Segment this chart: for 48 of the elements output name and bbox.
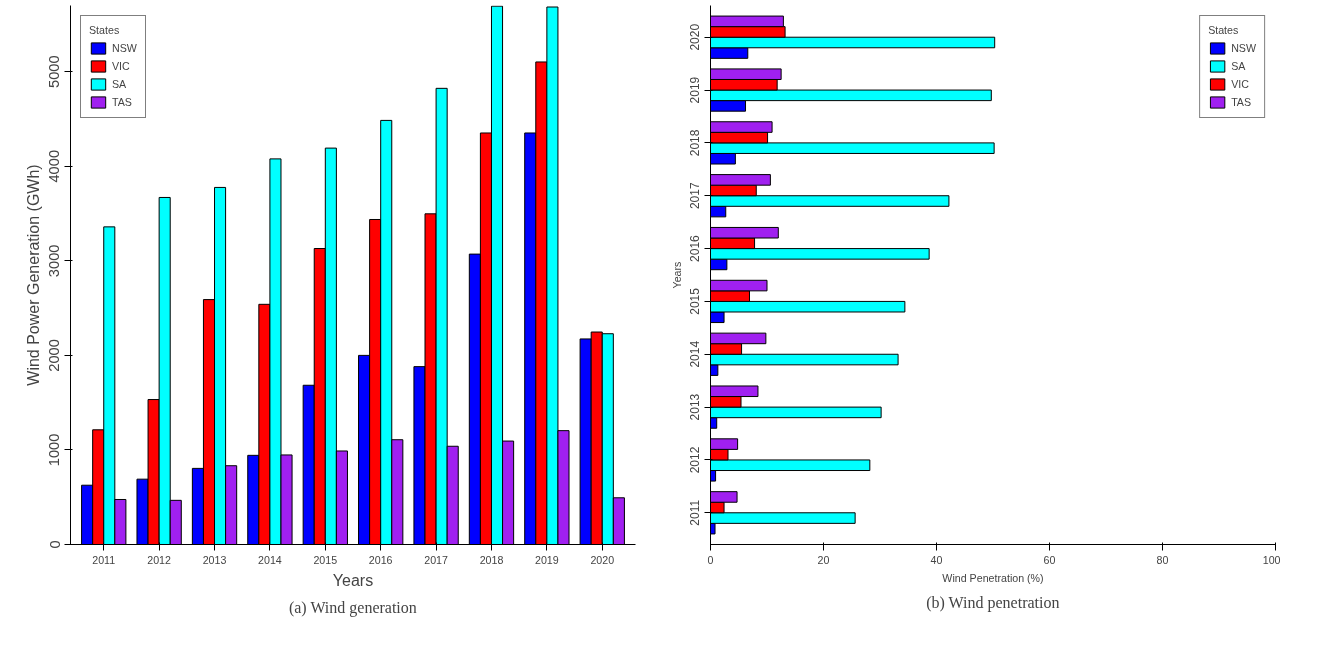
y-tick-label: 2017 [688,182,703,210]
x-tick-label: 2018 [479,553,504,566]
y-tick-label: 2019 [688,76,703,104]
y-tick-label: 2013 [688,393,703,421]
y-tick-label: 2014 [688,340,703,368]
x-tick-label: 80 [1156,553,1169,566]
y-tick-label: 3000 [46,244,63,278]
x-tick-label: 40 [930,553,943,566]
x-tick-label: 100 [1262,553,1281,566]
y-axis-title: Wind Power Generation (GWh) [24,164,42,386]
y-tick-label: 0 [46,540,63,549]
x-tick-label: 2011 [92,553,116,566]
y-tick-label: 2016 [688,234,703,262]
text: (b) Wind penetration [926,593,1060,612]
x-tick-label: 2015 [313,553,338,566]
legend-title: States [89,24,121,36]
y-tick-label: 2020 [688,23,703,51]
y-axis-title: Years [670,261,683,289]
y-tick-label: 1000 [46,433,63,467]
legend-label: VIC [1231,77,1250,91]
x-tick-label: 2013 [202,553,227,566]
y-tick-label: 4000 [46,149,63,183]
y-tick-label: 2000 [46,339,63,372]
x-tick-label: 2012 [147,553,172,566]
x-tick-label: 60 [1043,553,1056,566]
x-tick-label: 2017 [424,553,449,566]
legend-label: VIC [112,59,131,73]
y-tick-label: 5000 [46,55,63,88]
y-tick-label: 2018 [688,129,703,157]
legend-label: SA [1231,59,1247,73]
text: (a) Wind generation [288,598,417,617]
x-tick-label: 2016 [368,553,393,566]
legend-label: NSW [1231,41,1256,55]
legend-label: SA [112,77,128,91]
x-tick-label: 2020 [590,553,615,566]
legend-label: TAS [112,95,132,109]
legend-title: States [1208,24,1240,36]
x-tick-label: 20 [817,553,830,566]
y-tick-label: 2012 [688,446,703,474]
x-axis-title: Wind Penetration (%) [942,571,1044,584]
x-axis-title: Years [332,571,374,589]
y-tick-label: 2015 [688,287,703,315]
x-tick-label: 0 [707,553,714,566]
x-tick-label: 2019 [535,553,559,566]
legend-label: TAS [1231,95,1252,109]
x-tick-label: 2014 [258,553,282,566]
legend-label: NSW [112,41,137,55]
y-tick-label: 2011 [688,499,703,526]
